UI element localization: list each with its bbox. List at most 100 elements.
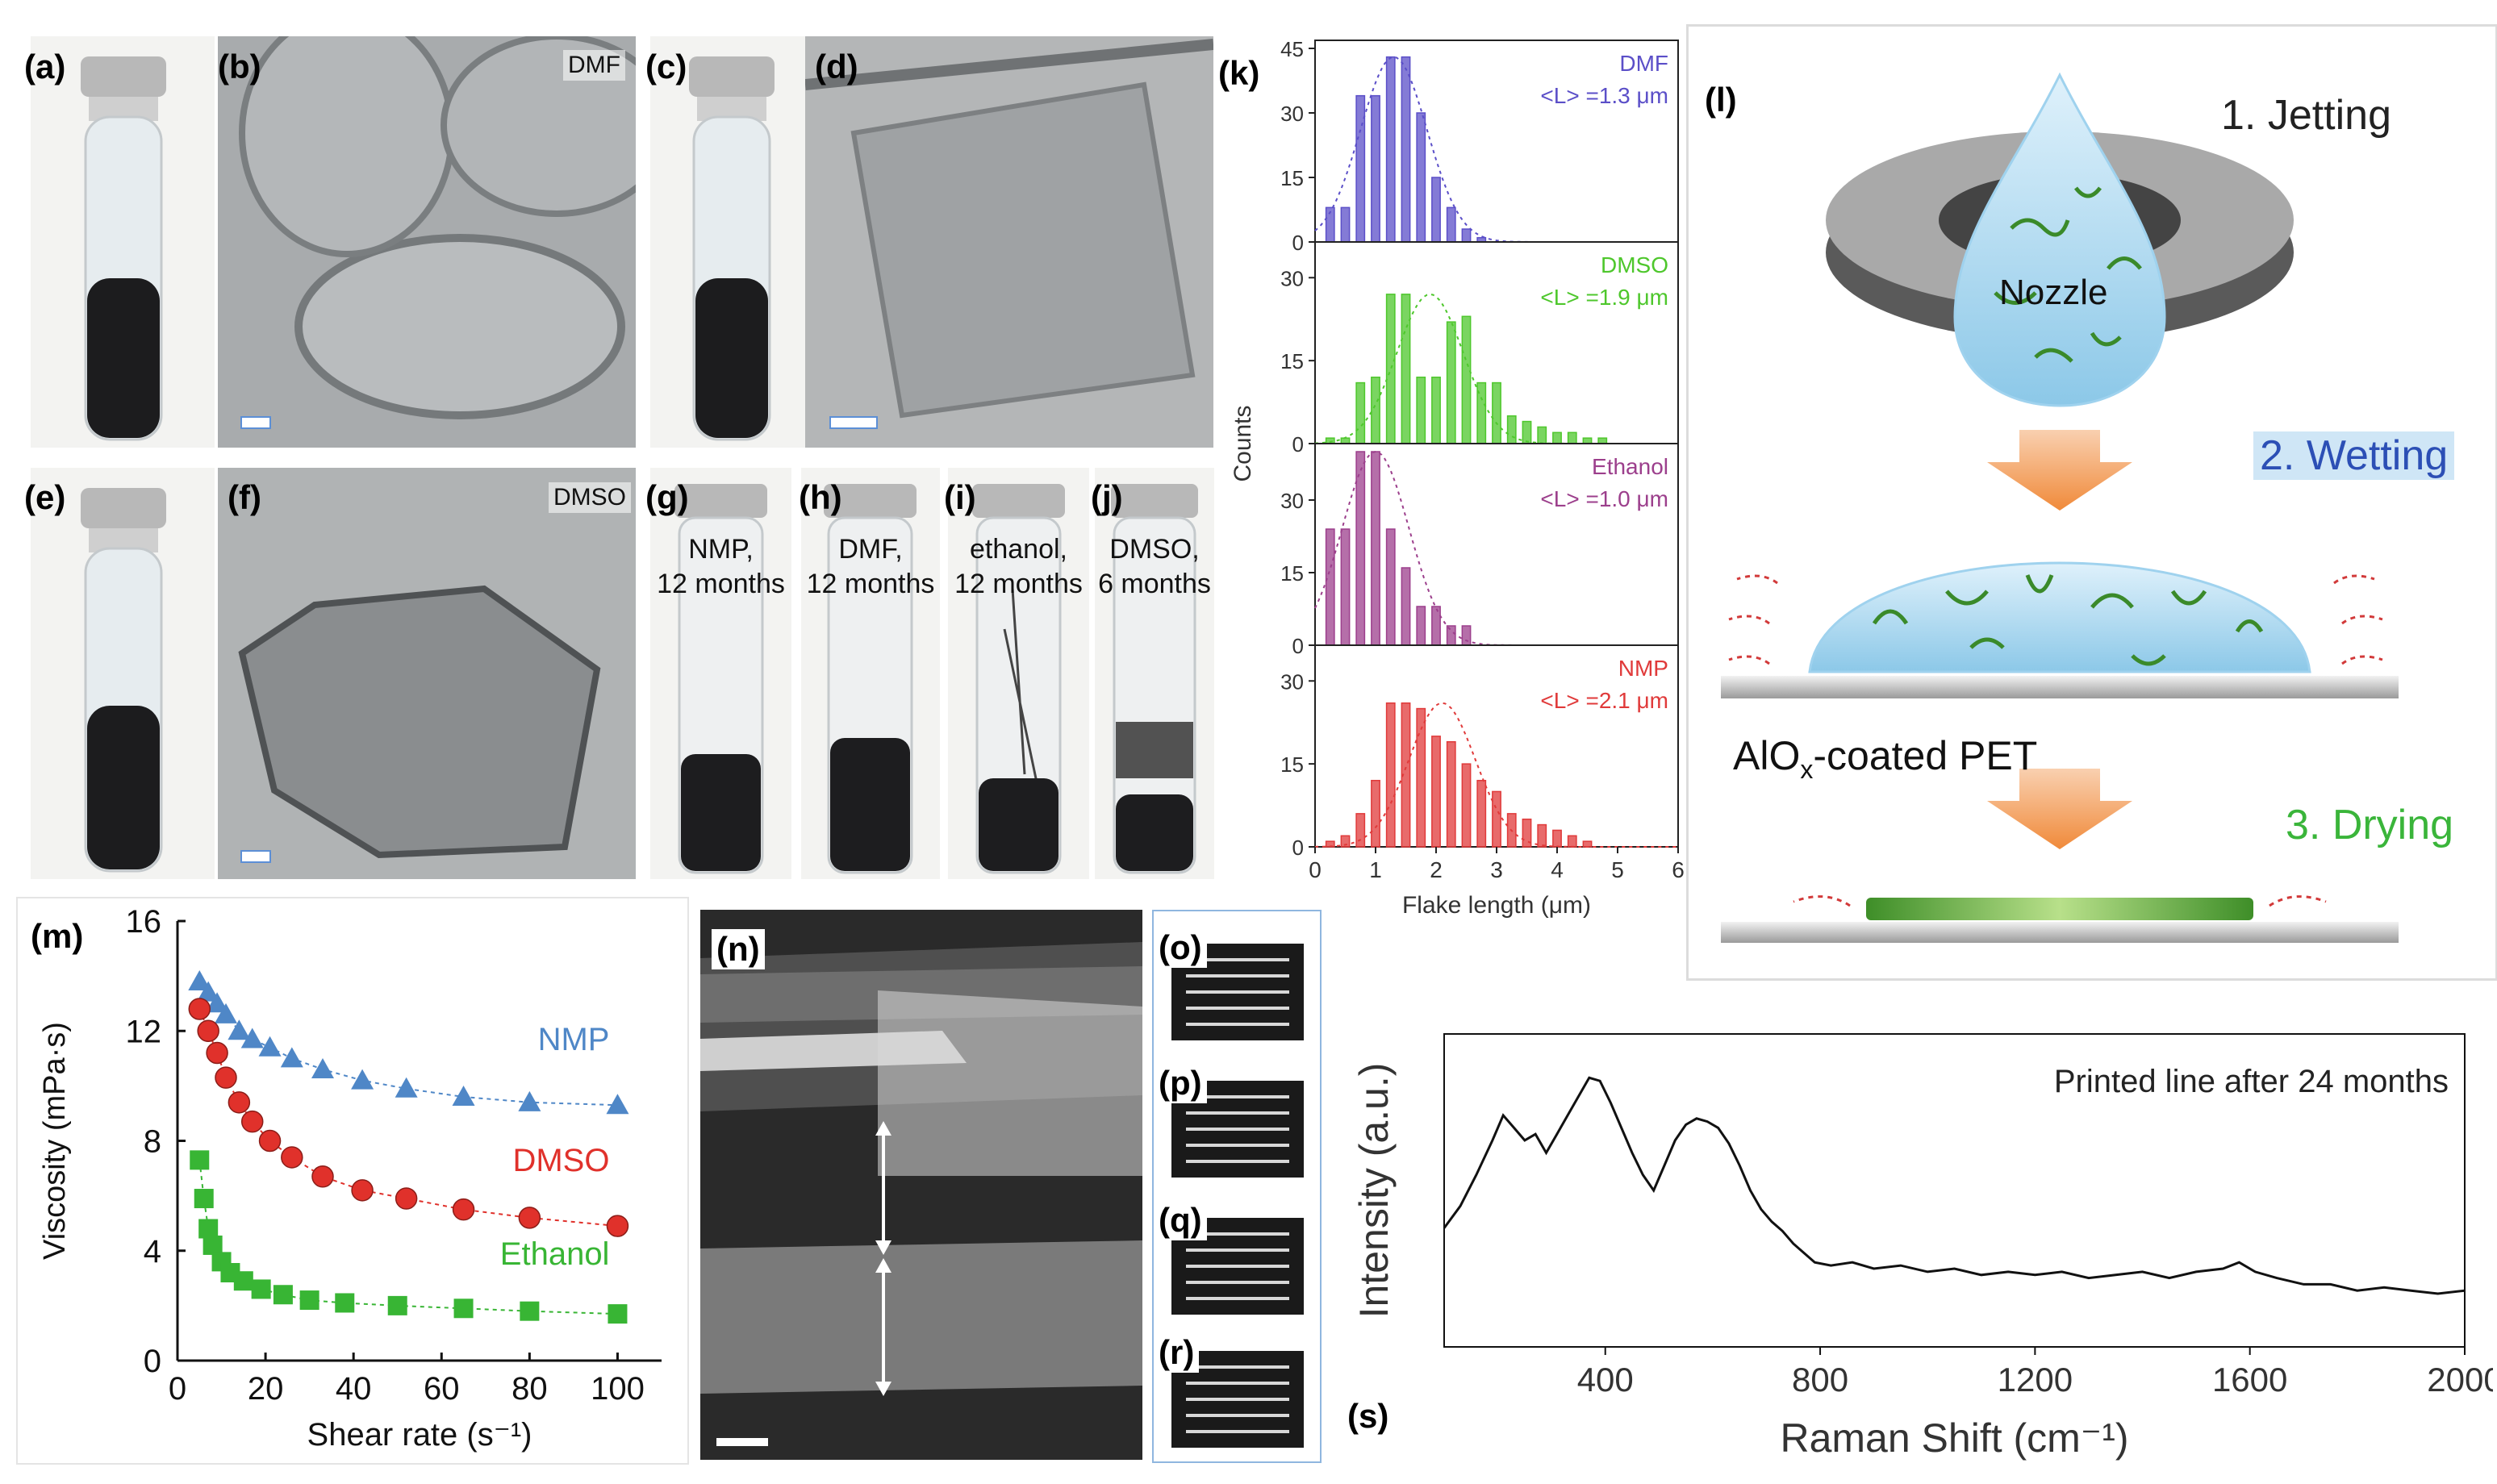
viscosity-chart: 0 4 8 12 16 0 20 40 60 80 100 Shear rate (s⁻¹) Visco… [38,904,662,1453]
x-tick-label: 100 [591,1371,645,1407]
y-axis-title: Viscosity (mPa·s) [38,1022,72,1260]
histogram-bar [1431,376,1441,444]
series-name-label: DMSO [1601,252,1668,277]
y-tick-label: 30 [1280,489,1304,513]
histogram-bar [1597,437,1608,444]
panel-label-a: (a) [24,48,66,85]
panel-n-printed-line-micrograph: (n) [700,910,1142,1460]
data-point [233,1271,253,1291]
data-point [206,1041,228,1065]
data-point [228,1091,251,1114]
vial-caption-j: DMSO, 6 months [1098,534,1211,599]
y-tick-label: 15 [1280,166,1304,190]
tem-texture [805,36,1213,448]
x-tick-label: 0 [1309,857,1322,882]
histogram-bar [1446,321,1456,444]
y-tick-label: 4 [144,1234,161,1269]
x-tick-label: 1200 [1998,1361,2073,1399]
spectrum-line [1443,1076,2466,1295]
y-tick-label: 8 [144,1124,161,1160]
histogram-bar [1371,451,1380,646]
y-tick-label: 30 [1280,669,1304,694]
x-tick-label: 2000 [2427,1361,2493,1399]
histogram-bar [1537,426,1547,444]
series-name-label: Ethanol [1592,454,1668,479]
histogram-bar [1446,206,1456,243]
raman-spectrum-chart: 400 800 1200 1600 2000 Raman Shift (cm⁻¹) Inte… [1351,1033,2493,1461]
data-point [606,1215,629,1237]
x-tick-label: 1 [1369,857,1382,882]
x-axis-title: Shear rate (s⁻¹) [307,1417,532,1453]
x-tick-label: 80 [512,1371,548,1407]
data-point [228,1019,251,1040]
fit-curve [1314,56,1678,243]
data-point [387,1295,407,1315]
histogram-bar [1461,315,1472,444]
tem-solvent-label-b: DMF [563,50,625,81]
histogram-bar [1385,528,1396,646]
interdigitated-electrodes [1171,944,1304,1448]
mean-length-label: <L> =2.1 μm [1540,688,1668,713]
x-tick-label: 5 [1611,857,1624,882]
panel-j-vial-photo [1095,468,1214,879]
panel-label-g: (g) [645,478,689,516]
histogram-bar [1416,707,1426,848]
histogram-bar [1355,381,1366,444]
y-tick-label: 16 [126,904,162,940]
y-tick-label: 15 [1280,561,1304,586]
micrograph-image [700,910,1142,1460]
series-name-label: DMF [1619,51,1668,76]
data-point [273,1285,293,1305]
histogram-bar [1325,437,1335,444]
panel-label-b: (b) [218,48,261,85]
data-point [206,992,229,1013]
data-point [190,1150,210,1170]
series-name-label: NMP [1618,656,1668,681]
panel-i-vial-photo [948,468,1089,879]
panel-f-tem-image [218,468,636,879]
histogram-bar [1461,763,1472,848]
vial-image [972,484,1065,874]
fit-curve [1314,450,1678,646]
data-point [198,1219,219,1239]
data-point [335,1293,355,1313]
histogram-bar [1431,606,1441,646]
x-tick-label: 40 [336,1371,372,1407]
substrate-label: AlOx-coated PET [1733,732,2037,785]
data-point [351,1069,374,1090]
histogram-bar [1371,94,1380,243]
y-tick-label: 0 [144,1344,161,1379]
panel-d-tem-image [805,36,1213,448]
panel-label-f: (f) [228,478,261,516]
tem-solvent-label-f: DMSO [549,482,631,513]
data-point [299,1290,319,1311]
mean-length-label: <L> =1.9 μm [1540,285,1668,310]
x-tick-label: 60 [424,1371,460,1407]
panel-label-j: (j) [1091,478,1123,516]
histogram-bar [1325,528,1335,646]
panel-label-q: (q) [1154,1200,1207,1240]
histogram-bar [1371,779,1380,848]
data-point [258,1036,282,1057]
panel-e-vial-photo [31,468,215,879]
data-point [194,1189,214,1209]
x-tick-label: 800 [1792,1361,1848,1399]
tem-texture [218,36,636,448]
panel-b-tem-image [218,36,636,448]
x-tick-label: 1600 [2212,1361,2287,1399]
histogram-bar [1476,779,1487,848]
y-tick-label: 0 [1292,634,1304,658]
data-point [280,1047,303,1068]
histogram-bar [1567,431,1577,444]
y-axis-title: Intensity (a.u.) [1351,1063,1397,1319]
panel-label-r: (r) [1154,1332,1200,1373]
data-point [258,1129,282,1153]
histogram-bar [1385,702,1396,848]
data-point [453,1298,474,1319]
panel-label-n: (n) [712,929,765,969]
y-tick-label: 0 [1292,231,1304,255]
x-tick-label: 4 [1551,857,1564,882]
x-tick-label: 400 [1577,1361,1634,1399]
histogram-bar [1355,451,1366,646]
